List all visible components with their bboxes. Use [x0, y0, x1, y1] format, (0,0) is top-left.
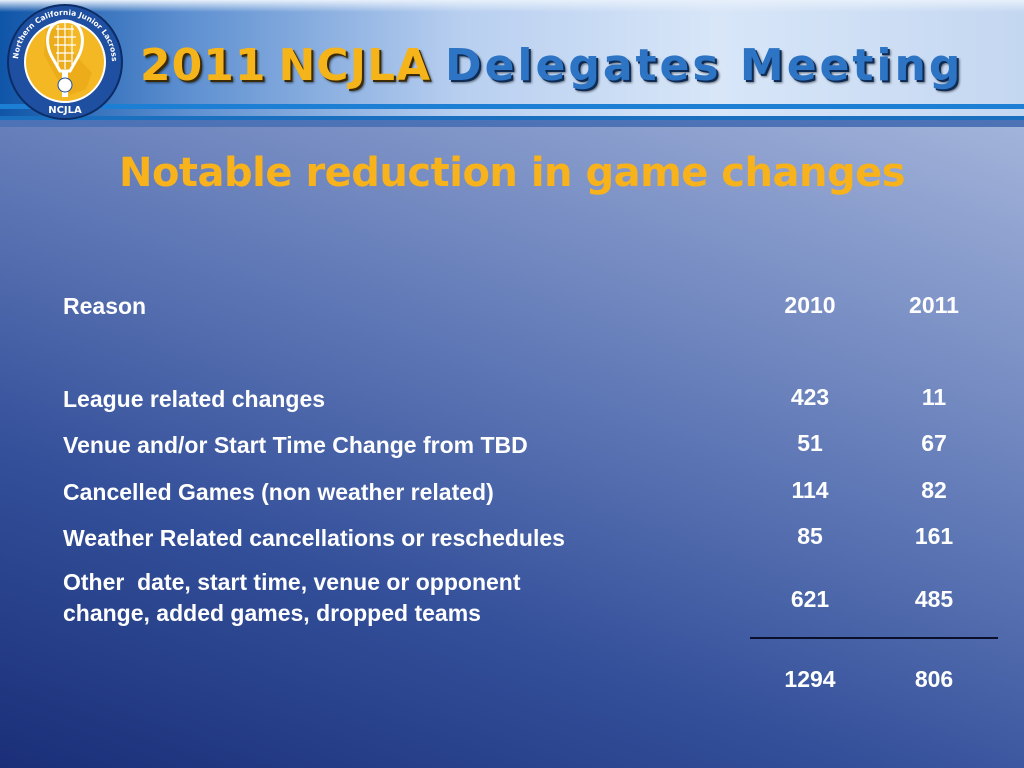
row-reason-other-line2: change, added games, dropped teams [63, 600, 481, 626]
column-header-2010: 2010 [784, 292, 836, 318]
slide-title: Notable reduction in game changes [118, 150, 906, 196]
banner-title-year: 2011 [140, 39, 267, 91]
row-value-2010: 85 [797, 523, 823, 549]
row-value-2011: 67 [921, 430, 947, 456]
totals-divider [750, 637, 998, 639]
svg-text:NCJLA: NCJLA [48, 105, 82, 116]
row-value-2011: 11 [921, 384, 947, 410]
row-value-2010: 621 [790, 586, 830, 612]
row-value-2011: 82 [921, 477, 947, 503]
banner-stripe [0, 116, 1024, 120]
row-reason-venue: Venue and/or Start Time Change from TBD [63, 432, 528, 458]
row-reason-league: League related changes [63, 386, 326, 412]
lacrosse-stick-logo-icon: Northern California Junior Lacrosse Asso… [6, 3, 123, 120]
banner-stripe [0, 104, 1024, 109]
row-value-2010: 51 [797, 430, 823, 456]
banner-title-rest: Delegates Meeting [445, 39, 964, 91]
banner-title: 2011 NCJLA Delegates Meeting [140, 30, 963, 100]
row-reason-cancelled: Cancelled Games (non weather related) [63, 479, 494, 505]
row-value-2010: 114 [791, 477, 829, 503]
total-2011: 806 [914, 666, 954, 692]
row-value-2010: 423 [790, 384, 830, 410]
row-reason-other-line1: Other date, start time, venue or opponen… [63, 569, 521, 595]
header-banner: Northern California Junior Lacrosse Asso… [0, 0, 1024, 127]
row-value-2011: 485 [914, 586, 954, 612]
banner-edge [0, 120, 1024, 127]
row-value-2011: 161 [914, 523, 954, 549]
total-2010: 1294 [784, 666, 836, 692]
row-reason-other: Other date, start time, venue or opponen… [63, 567, 521, 629]
column-header-reason: Reason [63, 293, 147, 319]
column-header-2011: 2011 [909, 292, 959, 318]
banner-title-org: NCJLA [278, 39, 432, 91]
row-reason-weather: Weather Related cancellations or resched… [63, 525, 565, 551]
